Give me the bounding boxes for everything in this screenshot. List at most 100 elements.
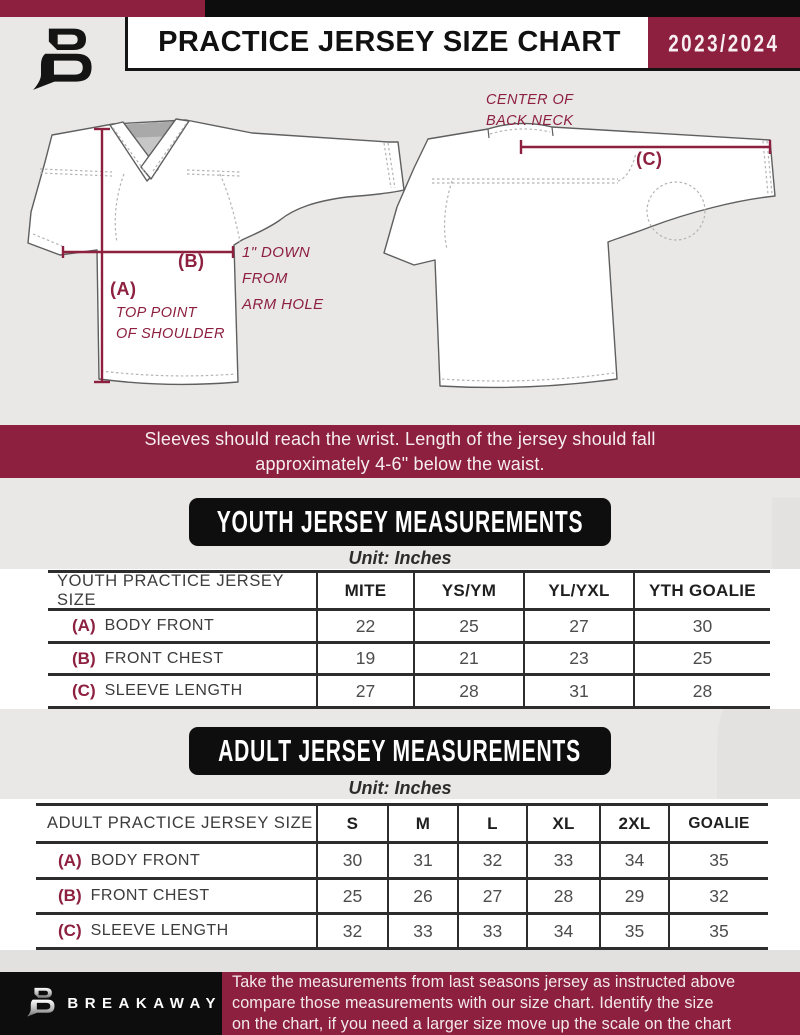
adult-table-background: [0, 799, 800, 950]
row-key: (C): [58, 921, 82, 940]
row-label: SLEEVE LENGTH: [90, 922, 229, 939]
youth-unit-label: Unit: Inches: [348, 548, 452, 568]
table-row: (B) FRONT CHEST 19 21 23 25: [48, 644, 770, 676]
page-title: PRACTICE JERSEY SIZE CHART: [158, 26, 621, 58]
season-label: 2023/2024: [668, 29, 780, 57]
table-row: (A) BODY FRONT 30 31 32 33 34 35: [36, 844, 768, 880]
label-c-key: (C): [636, 149, 663, 169]
label-b-note: 1" DOWN FROM ARM HOLE: [242, 244, 324, 313]
table-row: (B) FRONT CHEST 25 26 27 28 29 32: [36, 880, 768, 915]
footer-note-line1: Take the measurements from last seasons …: [232, 973, 736, 991]
cell-value: 32: [342, 920, 363, 941]
label-a-note: TOP POINT OF SHOULDER: [116, 305, 225, 342]
cell-value: 31: [569, 680, 589, 701]
cell-value: 34: [624, 850, 645, 870]
cell-value: 33: [553, 850, 574, 870]
adult-col-header: XL: [552, 813, 575, 833]
youth-section-banner: YOUTH JERSEY MEASUREMENTS: [189, 498, 611, 546]
label-c-note: CENTER OF BACK NECK: [486, 92, 574, 129]
row-label: BODY FRONT: [104, 617, 215, 634]
youth-col-header: YOUTH PRACTICE JERSEY SIZE: [57, 571, 284, 609]
youth-header-row: YOUTH PRACTICE JERSEY SIZE MITE YS/YM YL…: [48, 571, 770, 611]
cell-value: 26: [413, 885, 433, 906]
cell-value: 28: [459, 680, 479, 701]
label-a-key: (A): [110, 279, 137, 299]
measurement-line-c: [519, 140, 772, 154]
cell-value: 32: [709, 885, 729, 906]
cell-value: 27: [355, 680, 376, 701]
youth-col-header: YS/YM: [441, 580, 497, 600]
row-label: BODY FRONT: [90, 851, 201, 869]
table-row: (A) BODY FRONT 22 25 27 30: [48, 611, 770, 644]
measurement-line-a: [94, 127, 110, 384]
cell-value: 19: [355, 648, 376, 668]
top-strip-maroon: [0, 0, 205, 17]
footer-spacer: [0, 950, 800, 972]
label-b-key: (B): [178, 251, 205, 271]
page-title-box: PRACTICE JERSEY SIZE CHART: [125, 17, 651, 68]
row-label: SLEEVE LENGTH: [104, 682, 243, 699]
footer-note-line2: compare those measurements with our size…: [232, 994, 714, 1012]
adult-size-table: ADULT PRACTICE JERSEY SIZE S M L XL 2XL …: [36, 803, 768, 950]
adult-section-banner: ADULT JERSEY MEASUREMENTS: [189, 727, 611, 775]
cell-value: 27: [569, 615, 589, 636]
table-row: (C) SLEEVE LENGTH 32 33 33 34 35 35: [36, 915, 768, 950]
adult-col-header: L: [487, 813, 498, 833]
footer-instructions: Take the measurements from last seasons …: [222, 972, 800, 1035]
youth-col-header: YTH GOALIE: [649, 580, 756, 600]
cell-value: 23: [569, 648, 589, 668]
row-label: FRONT CHEST: [104, 649, 224, 667]
youth-col-header: MITE: [344, 580, 387, 600]
youth-size-table: YOUTH PRACTICE JERSEY SIZE MITE YS/YM YL…: [48, 570, 770, 709]
cell-value: 35: [709, 920, 729, 941]
fit-note-banner: Sleeves should reach the wrist. Length o…: [0, 425, 800, 478]
cell-value: 34: [553, 920, 574, 941]
footer-brand-area: BREAKAWAY: [0, 972, 222, 1035]
youth-table-background: [0, 569, 800, 709]
cell-value: 30: [692, 615, 713, 636]
row-label: FRONT CHEST: [90, 887, 210, 904]
row-key: (B): [58, 886, 82, 905]
cell-value: 31: [413, 850, 433, 870]
cell-value: 33: [413, 920, 433, 941]
breakaway-b-logo-small-icon: [27, 987, 55, 1017]
cell-value: 33: [482, 920, 503, 941]
row-key: (A): [58, 850, 82, 870]
youth-col-header: YL/YXL: [548, 580, 610, 600]
row-key: (C): [72, 681, 96, 700]
top-strip-black: [205, 0, 800, 17]
adult-col-header: 2XL: [618, 813, 651, 833]
jersey-diagrams: [27, 118, 776, 389]
footer-note-line3: on the chart, if you need a larger size …: [232, 1015, 732, 1033]
adult-col-header: ADULT PRACTICE JERSEY SIZE: [47, 814, 313, 832]
cell-value: 35: [709, 850, 729, 870]
fit-note-line1: Sleeves should reach the wrist. Length o…: [144, 428, 656, 449]
brand-name: BREAKAWAY: [67, 995, 222, 1012]
measurement-line-b: [61, 246, 235, 258]
adult-col-header: S: [346, 813, 359, 833]
cell-value: 35: [624, 920, 645, 941]
cell-value: 22: [355, 615, 376, 636]
header-divider: [125, 68, 800, 71]
cell-value: 27: [482, 885, 503, 906]
row-key: (A): [72, 616, 96, 635]
adult-col-header: M: [415, 813, 431, 833]
row-key: (B): [72, 648, 96, 668]
cell-value: 28: [692, 680, 713, 701]
cell-value: 25: [459, 615, 479, 636]
fit-note-line2: approximately 4-6" below the waist.: [255, 453, 545, 474]
breakaway-b-logo-icon: [33, 28, 92, 90]
season-badge: 2023/2024: [648, 17, 800, 70]
adult-col-header: GOALIE: [688, 814, 750, 832]
cell-value: 29: [624, 885, 645, 906]
youth-section-title: YOUTH JERSEY MEASUREMENTS: [216, 504, 584, 539]
adult-unit-label: Unit: Inches: [348, 778, 452, 798]
adult-header-row: ADULT PRACTICE JERSEY SIZE S M L XL 2XL …: [36, 806, 768, 844]
cell-value: 32: [482, 850, 503, 870]
cell-value: 30: [342, 850, 363, 870]
back-jersey-drawing: [383, 122, 776, 389]
table-row: (C) SLEEVE LENGTH 27 28 31 28: [48, 676, 770, 709]
cell-value: 28: [553, 885, 574, 906]
cell-value: 25: [342, 885, 363, 906]
